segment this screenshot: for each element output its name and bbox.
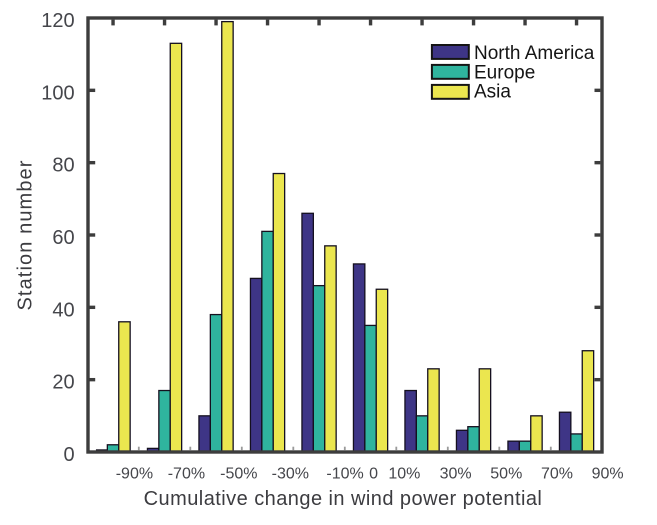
- svg-text:100: 100: [41, 82, 74, 104]
- svg-text:120: 120: [41, 10, 74, 32]
- svg-text:70%: 70%: [541, 466, 573, 483]
- svg-text:50%: 50%: [490, 466, 522, 483]
- svg-text:0: 0: [369, 466, 378, 483]
- svg-text:10%: 10%: [388, 466, 420, 483]
- svg-text:North America: North America: [474, 43, 595, 64]
- svg-text:40: 40: [52, 299, 74, 321]
- svg-text:-10%: -10%: [326, 466, 363, 483]
- svg-text:Asia: Asia: [474, 82, 511, 103]
- svg-text:-70%: -70%: [168, 466, 205, 483]
- svg-text:30%: 30%: [440, 466, 472, 483]
- svg-text:60: 60: [52, 227, 74, 249]
- svg-text:0: 0: [63, 444, 74, 466]
- svg-text:-30%: -30%: [272, 466, 309, 483]
- svg-text:Station number: Station number: [15, 159, 37, 310]
- svg-text:80: 80: [52, 155, 74, 177]
- svg-text:Europe: Europe: [474, 63, 535, 84]
- svg-text:90%: 90%: [592, 466, 624, 483]
- svg-text:Cumulative change in wind powe: Cumulative change in wind power potentia…: [144, 488, 543, 510]
- svg-text:-50%: -50%: [220, 466, 257, 483]
- svg-text:-90%: -90%: [116, 466, 153, 483]
- svg-text:20: 20: [52, 372, 74, 394]
